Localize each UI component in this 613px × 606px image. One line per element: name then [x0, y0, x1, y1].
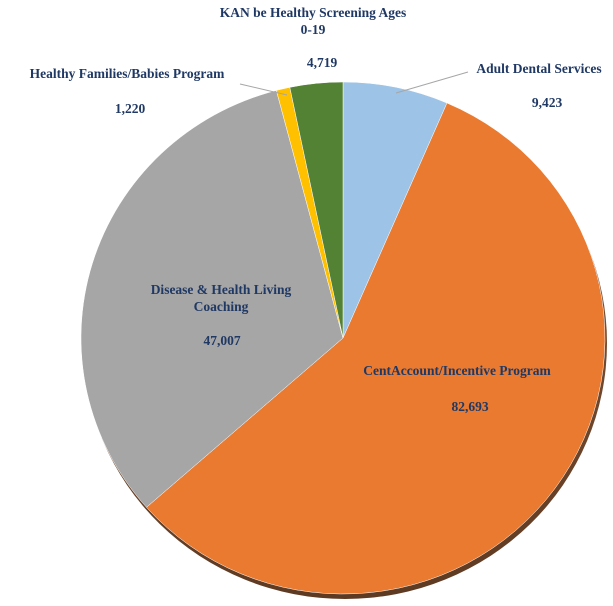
category-label: Healthy Families/Babies Program [29, 66, 225, 81]
value-label: 4,719 [306, 55, 338, 70]
category-label: CentAccount/Incentive Program [363, 363, 551, 378]
pie-slice [80, 90, 344, 508]
value-label: 1,220 [114, 101, 146, 116]
value-label: 47,007 [203, 333, 241, 348]
pie-slice [146, 102, 606, 595]
leader-line [239, 83, 288, 96]
leader-line [395, 71, 469, 94]
value-label: 9,423 [531, 95, 563, 110]
value-label: 82,693 [451, 399, 489, 414]
category-label: KAN be Healthy Screening Ages 0-19 [219, 5, 407, 37]
category-label: Adult Dental Services [476, 61, 602, 76]
pie-slice [289, 81, 344, 339]
category-label: Disease & Health Living Coaching [150, 282, 292, 314]
